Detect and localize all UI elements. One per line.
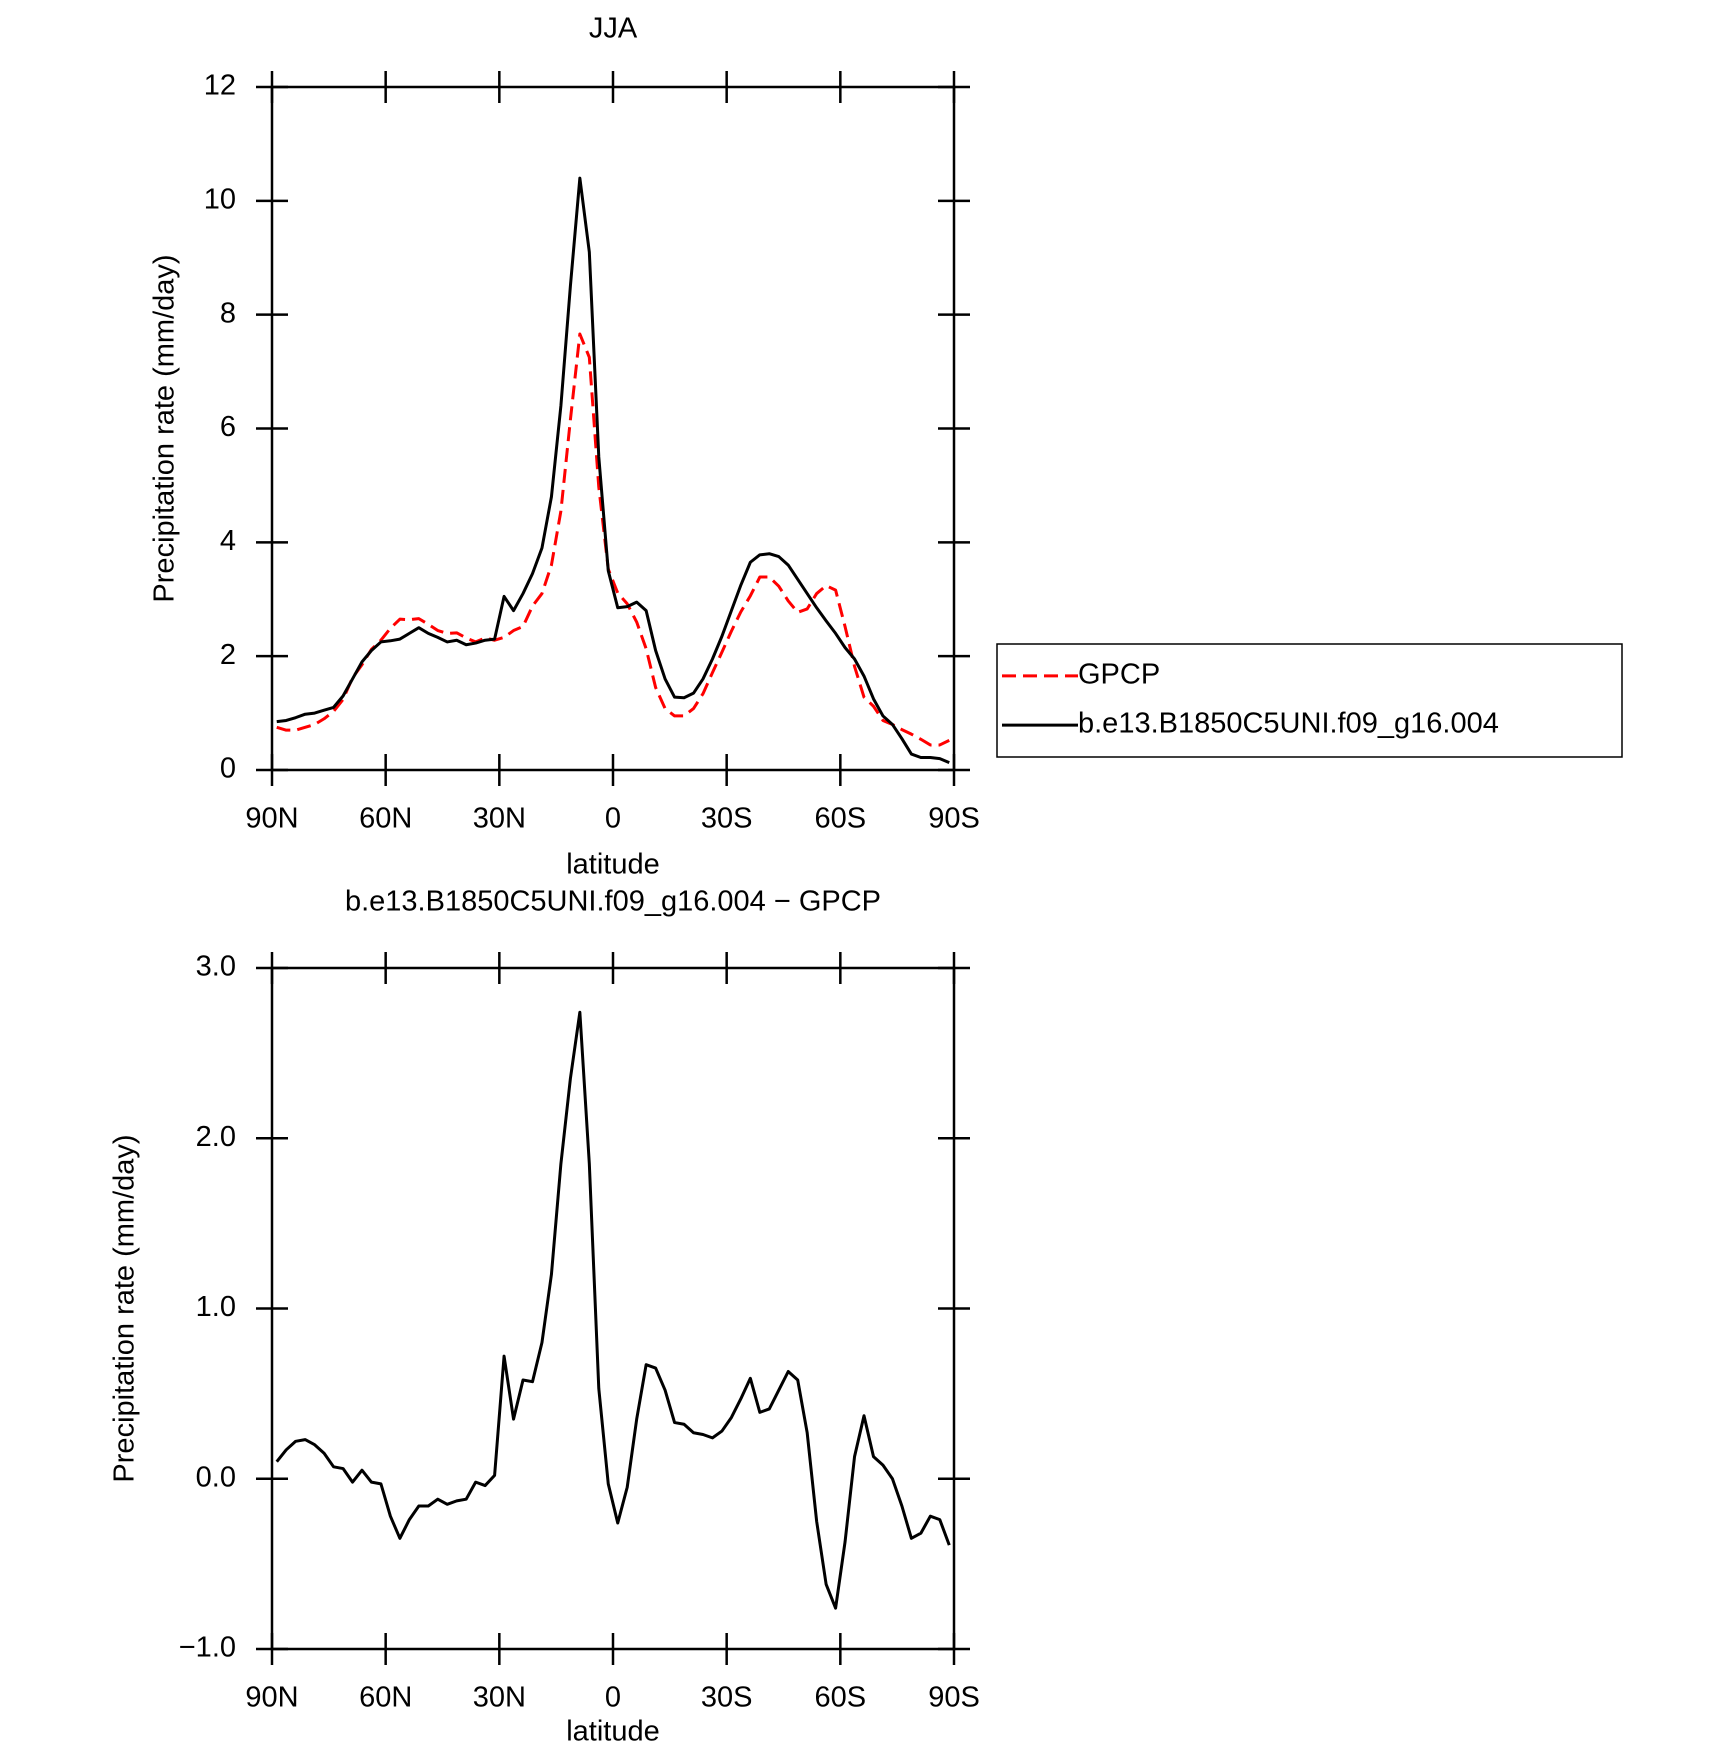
x-tick-label: 0 (605, 1682, 621, 1714)
x-tick-label: 30S (701, 803, 753, 835)
y-tick-label: 0 (220, 753, 236, 785)
x-tick-label: 60N (359, 1682, 412, 1714)
chart-title: JJA (589, 13, 638, 45)
x-axis-label: latitude (566, 849, 660, 881)
y-tick-label: 6 (220, 411, 236, 443)
x-tick-label: 60S (815, 803, 867, 835)
y-axis-label: Precipitation rate (mm/day) (149, 254, 181, 602)
legend-box (996, 643, 1623, 758)
y-tick-label: −1.0 (179, 1632, 236, 1664)
x-tick-label: 60N (359, 803, 412, 835)
legend-label: b.e13.B1850C5UNI.f09_g16.004 (1078, 708, 1499, 740)
y-tick-label: 2.0 (196, 1121, 236, 1153)
x-tick-label: 60S (815, 1682, 867, 1714)
y-tick-label: 1.0 (196, 1291, 236, 1323)
x-tick-label: 30N (473, 803, 526, 835)
plot-frame (270, 966, 956, 1651)
data-line (276, 332, 950, 747)
x-tick-label: 30S (701, 1682, 753, 1714)
data-line (275, 1010, 951, 1610)
y-tick-label: 12 (204, 70, 236, 102)
y-tick-label: 2 (220, 639, 236, 671)
y-tick-label: 8 (220, 297, 236, 329)
x-tick-label: 90S (928, 1682, 980, 1714)
y-tick-label: 0.0 (196, 1461, 236, 1493)
x-tick-label: 0 (605, 803, 621, 835)
y-tick-label: 3.0 (196, 951, 236, 983)
x-tick-label: 90S (928, 803, 980, 835)
x-tick-label: 30N (473, 1682, 526, 1714)
legend-label: GPCP (1078, 659, 1160, 691)
plot-frame (270, 85, 956, 772)
y-axis-label: Precipitation rate (mm/day) (109, 1134, 141, 1482)
x-axis-label: latitude (566, 1716, 660, 1745)
y-tick-label: 4 (220, 525, 236, 557)
chart-title: b.e13.B1850C5UNI.f09_g16.004 − GPCP (345, 886, 881, 918)
y-tick-label: 10 (204, 183, 236, 215)
x-tick-label: 90N (245, 1682, 298, 1714)
x-tick-label: 90N (245, 803, 298, 835)
data-line (276, 176, 950, 764)
